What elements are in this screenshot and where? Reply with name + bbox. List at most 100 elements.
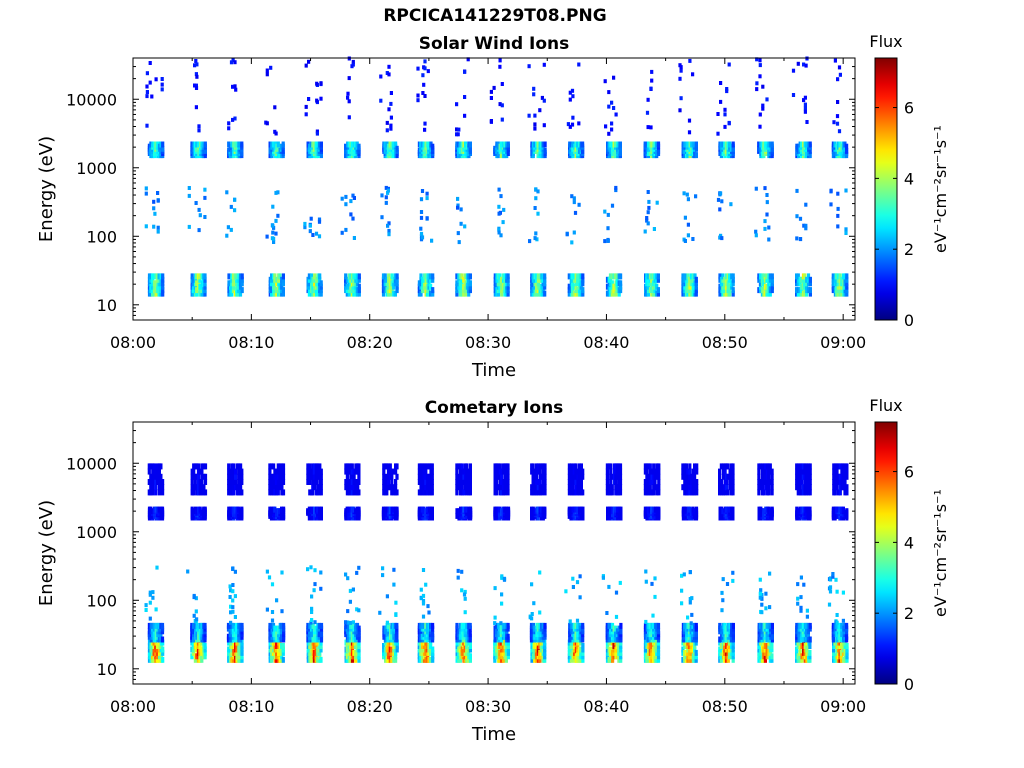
heatmap-cell	[429, 622, 433, 629]
heatmap-cell	[653, 276, 657, 283]
heatmap-cell	[838, 72, 842, 77]
heatmap-cell	[347, 290, 351, 297]
heatmap-cell	[536, 283, 540, 290]
heatmap-cell	[758, 283, 763, 290]
heatmap-cell	[683, 215, 687, 220]
heatmap-cell	[803, 287, 807, 294]
heatmap-cell	[430, 463, 434, 470]
heatmap-cell	[721, 273, 725, 280]
heatmap-cell	[693, 152, 697, 159]
heatmap-cell	[191, 280, 195, 287]
heatmap-cell	[611, 511, 615, 518]
heatmap-cell	[718, 207, 722, 212]
heatmap-cell	[455, 463, 459, 470]
heatmap-cell	[236, 290, 241, 297]
heatmap-cell	[536, 463, 540, 470]
heatmap-cell	[655, 468, 659, 475]
heatmap-cell	[569, 506, 573, 513]
heatmap-cell	[145, 94, 149, 99]
heatmap-cell	[540, 489, 544, 496]
heatmap-cell	[571, 576, 575, 581]
heatmap-cell	[156, 473, 160, 480]
heatmap-cell	[314, 479, 318, 485]
heatmap-cell	[392, 646, 396, 653]
heatmap-cell	[198, 468, 202, 475]
heatmap-cell	[270, 656, 274, 663]
heatmap-cell	[386, 649, 391, 656]
heatmap-cell	[191, 646, 195, 653]
heatmap-cell	[152, 643, 156, 649]
heatmap-cell	[151, 283, 155, 290]
heatmap-cell	[319, 81, 323, 86]
heatmap-cell	[539, 653, 543, 660]
heatmap-cell	[530, 656, 534, 663]
heatmap-cell	[655, 283, 659, 290]
heatmap-cell	[352, 489, 356, 496]
heatmap-cell	[581, 280, 585, 287]
heatmap-cell	[721, 276, 725, 283]
heatmap-cell	[316, 646, 320, 653]
heatmap-cell	[344, 649, 348, 656]
heatmap-cell	[724, 290, 729, 297]
heatmap-cell	[455, 653, 459, 660]
heatmap-cell	[616, 514, 620, 521]
heatmap-cell	[161, 479, 165, 485]
heatmap-cell	[531, 463, 535, 470]
heatmap-cell	[385, 463, 389, 470]
heatmap-cell	[460, 569, 464, 574]
heatmap-cell	[229, 604, 233, 609]
heatmap-cell	[605, 463, 609, 470]
heatmap-cell	[469, 511, 473, 518]
heatmap-cell	[506, 290, 510, 297]
heatmap-cell	[728, 287, 732, 294]
heatmap-cell	[232, 484, 236, 491]
heatmap-cell	[273, 273, 277, 280]
heatmap-cell	[352, 653, 356, 660]
heatmap-cell	[350, 150, 355, 156]
heatmap-cell	[310, 618, 314, 622]
heatmap-cell	[382, 643, 386, 649]
heatmap-cell	[240, 150, 244, 156]
heatmap-cell	[240, 656, 244, 663]
heatmap-cell	[805, 283, 809, 290]
heatmap-cell	[468, 653, 472, 660]
heatmap-cell	[200, 468, 204, 475]
heatmap-cell	[429, 649, 433, 656]
heatmap-cell	[468, 280, 472, 287]
heatmap-cell	[236, 276, 241, 283]
heatmap-cell	[615, 287, 619, 294]
heatmap-cell	[655, 639, 659, 646]
heatmap-cell	[275, 649, 279, 656]
heatmap-cell	[350, 646, 355, 653]
heatmap-cell	[731, 141, 735, 148]
heatmap-cell	[386, 484, 391, 491]
heatmap-cell	[805, 287, 809, 294]
heatmap-cell	[357, 283, 361, 290]
heatmap-cell	[277, 625, 281, 632]
heatmap-cell	[191, 287, 195, 294]
heatmap-cell	[571, 273, 575, 280]
heatmap-cell	[394, 649, 398, 656]
heatmap-cell	[311, 280, 315, 287]
heatmap-cell	[195, 290, 199, 297]
heatmap-cell	[392, 468, 396, 475]
heatmap-cell	[313, 290, 317, 297]
heatmap-cell	[803, 109, 807, 114]
heatmap-cell	[427, 610, 431, 615]
heatmap-cell	[577, 141, 582, 148]
heatmap-cell	[227, 121, 231, 126]
heatmap-cell	[347, 479, 351, 485]
heatmap-cell	[691, 276, 695, 283]
heatmap-cell	[838, 273, 842, 280]
heatmap-cell	[152, 649, 156, 656]
heatmap-cell	[393, 273, 397, 280]
heatmap-cell	[230, 484, 234, 491]
heatmap-cell	[538, 276, 542, 283]
heatmap-cell	[278, 290, 282, 297]
heatmap-cell	[229, 620, 233, 625]
heatmap-cell	[233, 116, 237, 121]
heatmap-cell	[567, 468, 571, 475]
heatmap-cell	[574, 287, 578, 294]
heatmap-cell	[694, 287, 698, 294]
heatmap-cell	[198, 643, 202, 649]
